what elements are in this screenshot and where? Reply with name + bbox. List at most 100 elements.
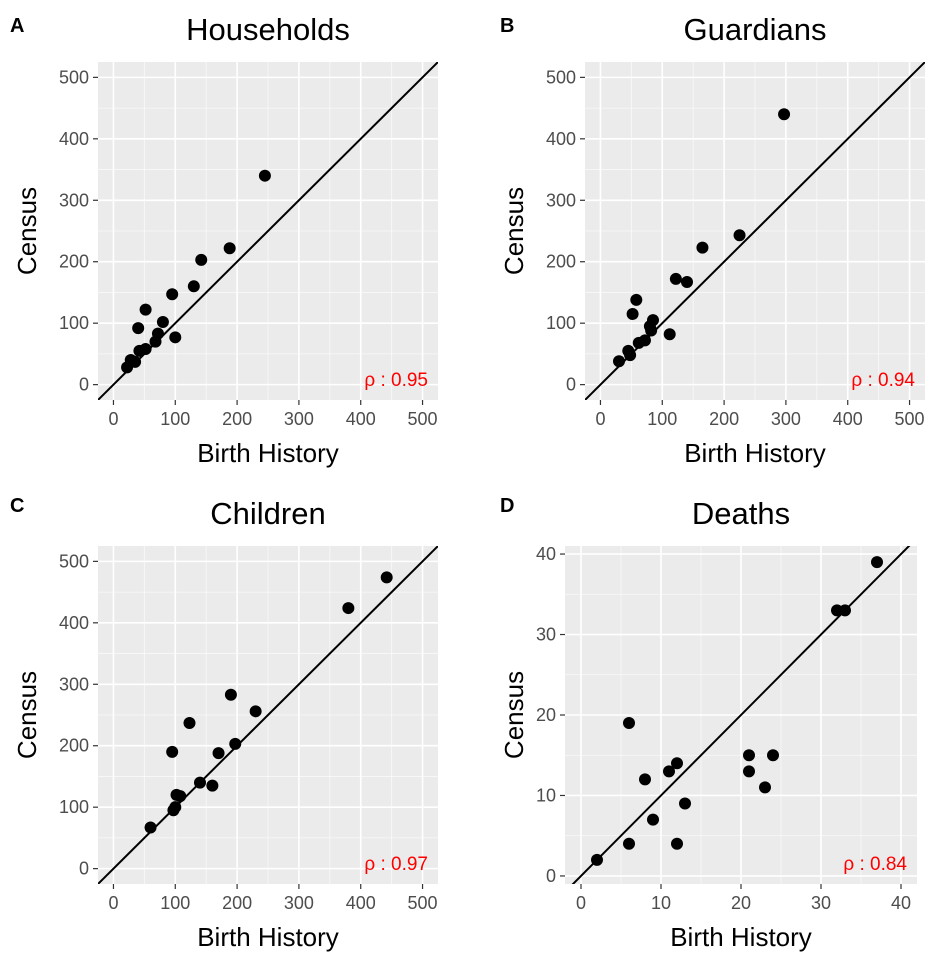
y-axis-title: Census <box>499 187 529 275</box>
data-point <box>679 797 691 810</box>
x-tick-label: 30 <box>811 893 831 913</box>
x-tick-label: 0 <box>595 409 605 429</box>
data-point <box>871 556 883 569</box>
panel-b: ρ : 0.94 0 100 200 300 400 500 0 100 200 300 400 500… <box>499 12 925 468</box>
x-tick-label: 0 <box>576 893 586 913</box>
data-point <box>759 781 771 794</box>
y-tick-label: 20 <box>536 705 556 725</box>
panel-d: ρ : 0.84 0 10 20 30 40 0 10 20 30 40 D Deaths Birth H… <box>499 495 917 952</box>
data-point <box>669 272 682 285</box>
data-point <box>630 293 643 306</box>
data-point <box>647 813 659 826</box>
major-grid <box>585 62 925 400</box>
data-points <box>613 108 791 368</box>
data-point <box>249 705 262 718</box>
x-tick-label: 300 <box>284 409 314 429</box>
x-tick-label: 0 <box>108 893 118 913</box>
x-tick-label: 300 <box>284 893 314 913</box>
data-point <box>624 349 637 362</box>
x-tick-label: 300 <box>771 409 801 429</box>
panel-letter: A <box>10 15 24 37</box>
y-axis-title: Census <box>12 671 42 759</box>
minor-grid <box>98 546 438 884</box>
panel-title: Guardians <box>683 12 826 47</box>
y-axis-title: Census <box>499 671 529 759</box>
data-point <box>623 717 635 730</box>
identity-line <box>571 546 911 884</box>
data-point <box>645 324 658 337</box>
data-point <box>639 773 651 786</box>
y-tick-label: 500 <box>546 67 576 87</box>
panel-c: ρ : 0.97 0 100 200 300 400 500 0 100 200 300 400 500… <box>10 495 438 952</box>
y-tick-label: 400 <box>59 129 89 149</box>
data-point <box>223 242 236 255</box>
data-point <box>206 779 219 792</box>
data-point <box>166 288 179 301</box>
data-point <box>681 276 693 289</box>
x-axis-title: Birth History <box>197 438 339 468</box>
y-tick-label: 200 <box>59 736 89 756</box>
panel-letter: D <box>500 495 514 517</box>
x-tick-label: 200 <box>709 409 739 429</box>
data-point <box>696 241 709 254</box>
x-tick-label: 40 <box>891 893 911 913</box>
y-tick-label: 10 <box>536 785 556 805</box>
data-point <box>183 716 196 729</box>
major-grid <box>98 62 438 400</box>
data-point <box>151 327 164 340</box>
y-tick-label: 500 <box>59 67 89 87</box>
y-tick-label: 100 <box>59 797 89 817</box>
correlation-annotation: ρ : 0.94 <box>851 370 915 391</box>
data-point <box>132 322 145 335</box>
data-points <box>591 556 883 866</box>
x-tick-label: 500 <box>408 893 438 913</box>
x-tick-label: 20 <box>731 893 751 913</box>
panel-letter: B <box>500 15 514 37</box>
panel-title: Deaths <box>692 496 790 531</box>
x-tick-label: 0 <box>108 409 118 429</box>
correlation-annotation: ρ : 0.84 <box>843 854 907 875</box>
data-point <box>743 765 755 778</box>
x-tick-label: 100 <box>160 409 190 429</box>
data-point <box>166 745 179 758</box>
data-point <box>139 342 152 355</box>
data-point <box>195 253 208 266</box>
data-point <box>663 765 675 778</box>
correlation-annotation: ρ : 0.97 <box>364 854 428 875</box>
data-point <box>229 737 242 750</box>
y-tick-label: 200 <box>59 252 89 272</box>
data-point <box>591 853 603 866</box>
data-point <box>839 604 851 617</box>
data-point <box>647 314 659 327</box>
data-point <box>139 303 152 316</box>
y-tick-label: 40 <box>536 544 556 564</box>
data-point <box>169 331 182 344</box>
correlation-annotation: ρ : 0.95 <box>364 370 428 391</box>
data-point <box>224 688 237 701</box>
y-tick-label: 500 <box>59 551 89 571</box>
data-point <box>129 355 142 368</box>
data-point <box>380 571 393 584</box>
x-axis-title: Birth History <box>684 438 826 468</box>
data-point <box>342 602 355 615</box>
data-point <box>174 790 187 803</box>
data-points <box>144 571 393 834</box>
data-point <box>212 747 225 760</box>
y-axis-title: Census <box>12 187 42 275</box>
x-tick-label: 500 <box>895 409 925 429</box>
y-tick-label: 300 <box>59 674 89 694</box>
data-points <box>121 169 271 374</box>
major-grid <box>98 546 438 884</box>
y-tick-label: 0 <box>79 375 89 395</box>
data-point <box>623 837 635 850</box>
y-tick-label: 0 <box>546 866 556 886</box>
x-axis-title: Birth History <box>197 922 339 952</box>
data-point <box>743 749 755 762</box>
data-point <box>156 315 169 328</box>
data-point <box>767 749 779 762</box>
data-point <box>671 757 683 770</box>
x-axis-title: Birth History <box>670 922 812 952</box>
data-point <box>169 801 182 814</box>
data-point <box>663 328 676 341</box>
